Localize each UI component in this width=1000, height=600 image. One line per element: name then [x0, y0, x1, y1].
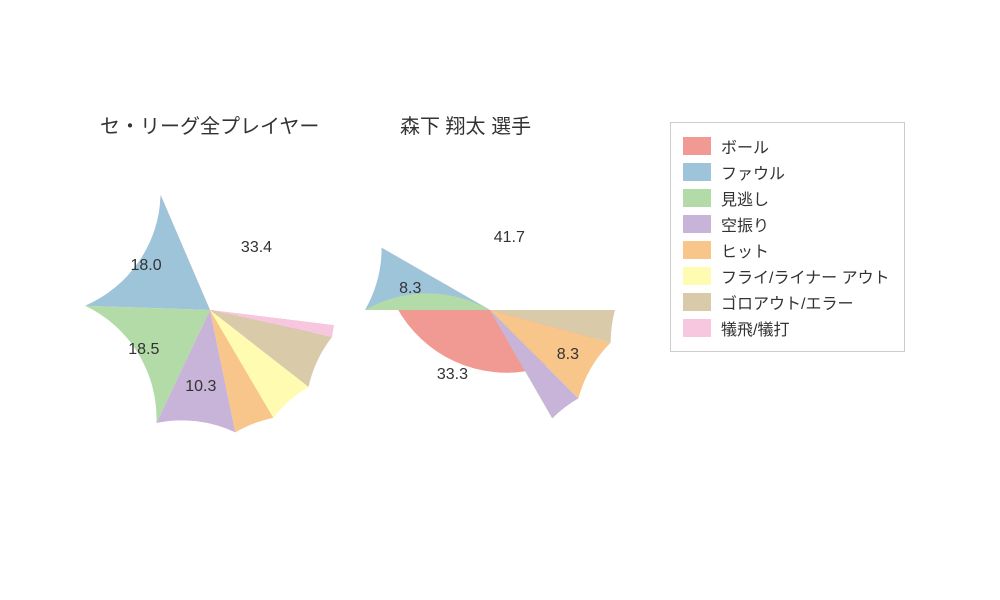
legend-swatch-flyout [683, 267, 711, 285]
legend-item-looking: 見逃し [683, 185, 890, 211]
legend-label-swing: 空振り [721, 212, 769, 236]
legend-item-flyout: フライ/ライナー アウト [683, 263, 890, 289]
legend-swatch-ball [683, 137, 711, 155]
legend: ボールファウル見逃し空振りヒットフライ/ライナー アウトゴロアウト/エラー犠飛/… [670, 122, 905, 352]
legend-item-sac: 犠飛/犠打 [683, 315, 890, 341]
legend-label-groundout: ゴロアウト/エラー [721, 290, 853, 314]
legend-swatch-swing [683, 215, 711, 233]
legend-swatch-sac [683, 319, 711, 337]
legend-label-flyout: フライ/ライナー アウト [721, 264, 890, 288]
legend-item-swing: 空振り [683, 211, 890, 237]
legend-label-foul: ファウル [721, 160, 785, 184]
legend-label-hit: ヒット [721, 238, 769, 262]
chart-stage: セ・リーグ全プレイヤー森下 翔太 選手33.418.018.510.341.78… [0, 0, 1000, 600]
legend-label-sac: 犠飛/犠打 [721, 316, 789, 340]
legend-item-foul: ファウル [683, 159, 890, 185]
legend-swatch-foul [683, 163, 711, 181]
pie-league [85, 185, 335, 435]
chart-title-player: 森下 翔太 選手 [400, 110, 531, 139]
legend-swatch-groundout [683, 293, 711, 311]
pie-slice-league-foul [85, 195, 210, 310]
legend-swatch-hit [683, 241, 711, 259]
legend-swatch-looking [683, 189, 711, 207]
legend-label-ball: ボール [721, 134, 769, 158]
chart-title-league: セ・リーグ全プレイヤー [100, 110, 319, 139]
legend-item-groundout: ゴロアウト/エラー [683, 289, 890, 315]
pie-player [365, 185, 615, 435]
legend-label-looking: 見逃し [721, 186, 769, 210]
legend-item-ball: ボール [683, 133, 890, 159]
legend-item-hit: ヒット [683, 237, 890, 263]
